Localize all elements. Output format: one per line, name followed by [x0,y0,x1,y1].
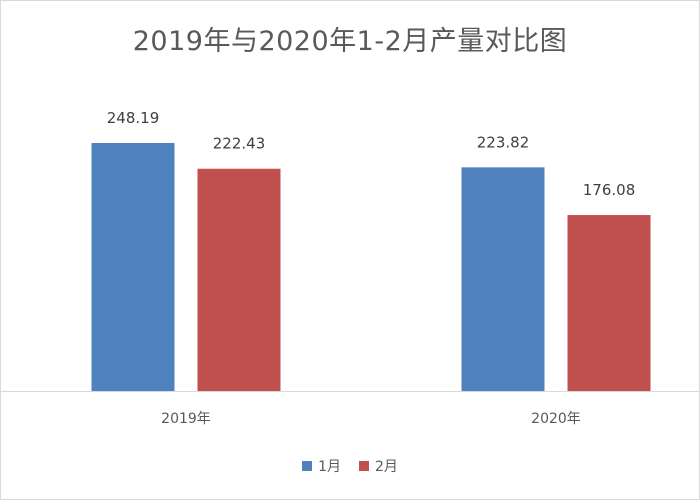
bar-chart-plot: 248.19 222.43 2019年 223.82 176.08 2020年 [1,109,699,427]
chart-legend: 1月 2月 [1,456,699,476]
bar-1-2 [461,167,545,391]
legend-label-series-2: 2月 [375,459,398,475]
legend-item-series-1: 1月 [302,456,341,476]
bar-1-1 [91,143,175,391]
legend-swatch-series-1 [302,461,313,471]
x-tick-label-2: 2020年 [531,411,581,427]
legend-swatch-series-2 [359,461,369,471]
data-label-2-1: 222.43 [213,135,266,153]
x-tick-label-1: 2019年 [161,411,211,427]
legend-label-series-1: 1月 [318,459,341,475]
chart-title: 2019年与2020年1-2月产量对比图 [132,26,568,57]
data-label-1-2: 223.82 [477,133,530,151]
legend-item-series-2: 2月 [359,456,398,476]
bar-2-2 [567,215,651,391]
bar-2-1 [197,168,281,391]
data-label-2-2: 176.08 [583,181,636,199]
data-label-1-1: 248.19 [107,109,160,127]
